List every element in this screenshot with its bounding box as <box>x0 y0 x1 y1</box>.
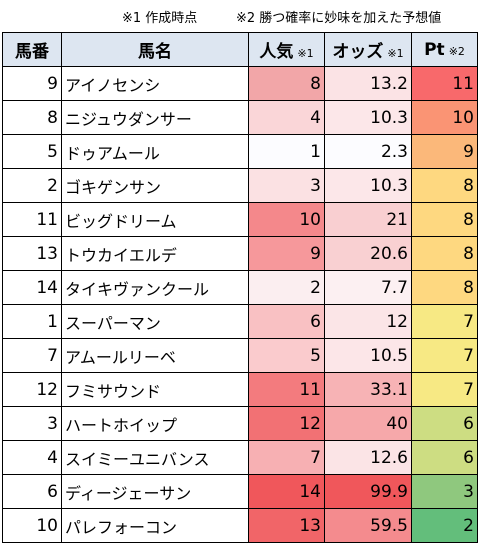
horse-name-cell: ビッグドリーム <box>61 202 249 237</box>
table-row: 8 ニジュウダンサー 4 10.3 10 <box>2 100 478 135</box>
horse-name-cell: スイミーユニバンス <box>61 440 249 475</box>
header-row: 馬番 馬名 人気 ※1 オッズ ※1 Pt ※2 <box>2 32 478 67</box>
pt-cell: 7 <box>411 304 478 339</box>
odds-cell: 12.6 <box>324 440 412 475</box>
popularity-cell: 12 <box>248 406 325 441</box>
horse-number-cell: 6 <box>2 474 62 509</box>
popularity-cell: 7 <box>248 440 325 475</box>
pt-cell: 3 <box>411 474 478 509</box>
pt-cell: 8 <box>411 270 478 305</box>
table-row: 7 アムールリーベ 5 10.5 7 <box>2 338 478 373</box>
col-header-pt: Pt ※2 <box>411 32 478 67</box>
col-header-popularity: 人気 ※1 <box>248 32 325 67</box>
table-row: 1 スーパーマン 6 12 7 <box>2 304 478 339</box>
odds-cell: 10.3 <box>324 168 412 203</box>
table-row: 5 ドゥアムール 1 2.3 9 <box>2 134 478 169</box>
notes-row: ※1 作成時点 ※2 勝つ確率に妙味を加えた予想値 <box>0 0 479 32</box>
note-creation-time: ※1 作成時点 <box>122 11 198 26</box>
pt-cell: 8 <box>411 236 478 271</box>
odds-cell: 7.7 <box>324 270 412 305</box>
popularity-cell: 14 <box>248 474 325 509</box>
col-header-pt-note: ※2 <box>448 44 465 58</box>
col-header-number: 馬番 <box>2 32 62 67</box>
table-row: 4 スイミーユニバンス 7 12.6 6 <box>2 440 478 475</box>
pt-cell: 8 <box>411 202 478 237</box>
popularity-cell: 10 <box>248 202 325 237</box>
horse-name-cell: ゴキゲンサン <box>61 168 249 203</box>
table-row: 12 フミサウンド 11 33.1 7 <box>2 372 478 407</box>
pt-cell: 2 <box>411 508 478 543</box>
popularity-cell: 6 <box>248 304 325 339</box>
odds-cell: 12 <box>324 304 412 339</box>
col-header-odds-note: ※1 <box>387 47 404 60</box>
horse-name-cell: フミサウンド <box>61 372 249 407</box>
horse-name-cell: ドゥアムール <box>61 134 249 169</box>
table-row: 9 アイノセンシ 8 13.2 11 <box>2 66 478 101</box>
horse-name-cell: パレフォーコン <box>61 508 249 543</box>
odds-cell: 13.2 <box>324 66 412 101</box>
horse-number-cell: 9 <box>2 66 62 101</box>
horse-number-cell: 7 <box>2 338 62 373</box>
popularity-cell: 11 <box>248 372 325 407</box>
popularity-cell: 3 <box>248 168 325 203</box>
horse-number-cell: 5 <box>2 134 62 169</box>
popularity-cell: 1 <box>248 134 325 169</box>
table-row: 14 タイキヴァンクール 2 7.7 8 <box>2 270 478 305</box>
table-row: 3 ハートホイップ 12 40 6 <box>2 406 478 441</box>
horse-name-cell: スーパーマン <box>61 304 249 339</box>
pt-cell: 6 <box>411 440 478 475</box>
pt-cell: 11 <box>411 66 478 101</box>
odds-cell: 59.5 <box>324 508 412 543</box>
odds-cell: 10.3 <box>324 100 412 135</box>
table-row: 11 ビッグドリーム 10 21 8 <box>2 202 478 237</box>
popularity-cell: 13 <box>248 508 325 543</box>
horse-name-cell: ニジュウダンサー <box>61 100 249 135</box>
popularity-cell: 4 <box>248 100 325 135</box>
horse-number-cell: 11 <box>2 202 62 237</box>
odds-cell: 40 <box>324 406 412 441</box>
pt-cell: 7 <box>411 372 478 407</box>
horse-number-cell: 3 <box>2 406 62 441</box>
horse-name-cell: ハートホイップ <box>61 406 249 441</box>
pt-cell: 7 <box>411 338 478 373</box>
col-header-popularity-note: ※1 <box>297 47 314 60</box>
table-row: 6 ディージェーサン 14 99.9 3 <box>2 474 478 509</box>
popularity-cell: 8 <box>248 66 325 101</box>
horse-name-cell: トウカイエルデ <box>61 236 249 271</box>
horse-number-cell: 12 <box>2 372 62 407</box>
table-row: 10 パレフォーコン 13 59.5 2 <box>2 508 478 543</box>
odds-cell: 10.5 <box>324 338 412 373</box>
horse-number-cell: 1 <box>2 304 62 339</box>
odds-cell: 21 <box>324 202 412 237</box>
odds-cell: 20.6 <box>324 236 412 271</box>
horse-number-cell: 2 <box>2 168 62 203</box>
col-header-odds: オッズ ※1 <box>324 32 412 67</box>
table-row: 2 ゴキゲンサン 3 10.3 8 <box>2 168 478 203</box>
pt-cell: 8 <box>411 168 478 203</box>
note-prediction-value: ※2 勝つ確率に妙味を加えた予想値 <box>236 11 442 26</box>
horse-number-cell: 10 <box>2 508 62 543</box>
horse-number-cell: 4 <box>2 440 62 475</box>
pt-cell: 6 <box>411 406 478 441</box>
popularity-cell: 5 <box>248 338 325 373</box>
popularity-cell: 2 <box>248 270 325 305</box>
col-header-name: 馬名 <box>61 32 249 67</box>
horse-number-cell: 14 <box>2 270 62 305</box>
horse-name-cell: ディージェーサン <box>61 474 249 509</box>
odds-cell: 2.3 <box>324 134 412 169</box>
popularity-cell: 9 <box>248 236 325 271</box>
pt-cell: 10 <box>411 100 478 135</box>
table-row: 13 トウカイエルデ 9 20.6 8 <box>2 236 478 271</box>
pt-cell: 9 <box>411 134 478 169</box>
horse-number-cell: 13 <box>2 236 62 271</box>
horse-number-cell: 8 <box>2 100 62 135</box>
odds-cell: 33.1 <box>324 372 412 407</box>
horse-name-cell: アムールリーベ <box>61 338 249 373</box>
horse-name-cell: アイノセンシ <box>61 66 249 101</box>
horse-name-cell: タイキヴァンクール <box>61 270 249 305</box>
horse-table: 馬番 馬名 人気 ※1 オッズ ※1 Pt ※2 9 アイノセンシ 8 13.2 11 8 ニジュ… <box>2 32 478 543</box>
odds-cell: 99.9 <box>324 474 412 509</box>
